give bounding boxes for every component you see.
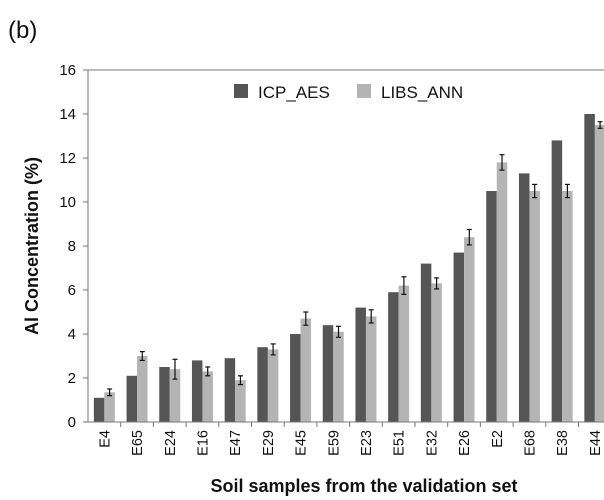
x-tick-label-e26: E26 xyxy=(457,430,473,456)
x-tick-label-e29: E29 xyxy=(261,430,277,456)
bar-icp-aes-e29 xyxy=(257,347,268,422)
bars xyxy=(93,114,604,422)
y-tick-label: 12 xyxy=(59,150,76,167)
x-tick-label-e23: E23 xyxy=(359,430,375,456)
bar-libs-ann-e2 xyxy=(496,162,508,422)
x-axis-title: Soil samples from the validation set xyxy=(210,476,517,496)
bar-icp-aes-e47 xyxy=(224,358,236,422)
bar-icp-aes-e38 xyxy=(551,140,563,422)
x-tick-label-e59: E59 xyxy=(326,430,342,456)
y-tick-label: 16 xyxy=(59,62,76,79)
bar-icp-aes-e51 xyxy=(388,292,399,422)
error-bar-e65 xyxy=(139,351,145,361)
y-tick-label: 6 xyxy=(68,282,76,299)
error-bar-e47 xyxy=(237,375,243,386)
x-tick-label-e2: E2 xyxy=(490,430,506,448)
legend-label-libs-ann: LIBS_ANN xyxy=(381,83,463,102)
error-bar-e68 xyxy=(532,183,538,199)
legend: ICP_AES LIBS_ANN xyxy=(234,83,463,102)
error-bar-e26 xyxy=(466,228,472,246)
legend-swatch-icp-aes xyxy=(234,84,248,98)
bar-libs-ann-e68 xyxy=(529,191,540,422)
bar-libs-ann-e65 xyxy=(137,356,148,422)
x-tick-label-e24: E24 xyxy=(163,430,179,456)
error-bars xyxy=(107,121,603,397)
legend-label-icp-aes: ICP_AES xyxy=(258,83,330,102)
bar-icp-aes-e16 xyxy=(191,360,203,422)
error-bar-e4 xyxy=(107,388,113,397)
bar-libs-ann-e26 xyxy=(464,237,475,422)
bar-icp-aes-e45 xyxy=(290,334,301,422)
x-tick-label-e65: E65 xyxy=(130,430,146,456)
bar-libs-ann-e24 xyxy=(169,369,181,422)
error-bar-e23 xyxy=(368,309,374,324)
error-bar-e29 xyxy=(270,343,276,356)
y-tick-label: 2 xyxy=(68,370,76,387)
bar-libs-ann-e59 xyxy=(333,331,344,422)
panel-label: (b) xyxy=(8,17,37,44)
y-tick-label: 4 xyxy=(68,326,76,343)
x-tick-label-e45: E45 xyxy=(294,430,310,456)
y-tick-label: 10 xyxy=(59,194,76,211)
error-bar-e16 xyxy=(205,366,211,377)
error-bar-e32 xyxy=(434,277,440,290)
bar-libs-ann-e45 xyxy=(300,318,312,422)
error-bar-e2 xyxy=(499,154,505,171)
bar-icp-aes-e26 xyxy=(453,252,465,422)
y-axis-title: Al Concentration (%) xyxy=(22,157,42,335)
legend-swatch-libs-ann xyxy=(357,84,371,98)
bar-libs-ann-e32 xyxy=(431,283,442,422)
bar-icp-aes-e44 xyxy=(584,114,595,422)
bar-icp-aes-e2 xyxy=(486,191,497,422)
bar-icp-aes-e65 xyxy=(126,375,138,422)
x-tick-label-e68: E68 xyxy=(522,430,538,456)
error-bar-e44 xyxy=(597,121,603,129)
bar-libs-ann-e51 xyxy=(398,285,410,422)
bar-libs-ann-e44 xyxy=(594,125,604,422)
x-tick-label-e32: E32 xyxy=(424,430,440,456)
x-tick-label-e44: E44 xyxy=(588,430,604,456)
bar-icp-aes-e4 xyxy=(93,397,105,422)
bar-libs-ann-e23 xyxy=(365,316,377,422)
x-tick-label-e47: E47 xyxy=(228,430,244,456)
bar-libs-ann-e47 xyxy=(235,380,246,422)
bar-icp-aes-e32 xyxy=(420,263,432,422)
error-bar-e38 xyxy=(564,183,570,199)
bar-libs-ann-e38 xyxy=(562,191,573,422)
x-tick-label-e4: E4 xyxy=(97,430,113,448)
error-bar-e51 xyxy=(401,276,407,295)
error-bar-e45 xyxy=(303,311,309,326)
x-tick-label-e51: E51 xyxy=(392,430,408,456)
x-tick-label-e38: E38 xyxy=(555,430,571,456)
y-tick-label: 14 xyxy=(59,106,76,123)
bar-libs-ann-e16 xyxy=(202,371,213,422)
bar-icp-aes-e59 xyxy=(322,325,334,422)
y-tick-label: 8 xyxy=(68,238,76,255)
bar-icp-aes-e68 xyxy=(518,173,530,422)
error-bar-e59 xyxy=(336,325,341,338)
y-tick-label: 0 xyxy=(68,414,76,431)
y-axis-ticks: 0 2 4 6 8 10 12 14 16 xyxy=(59,62,88,431)
bar-libs-ann-e4 xyxy=(104,392,115,422)
bar-icp-aes-e24 xyxy=(159,367,170,422)
bar-icp-aes-e23 xyxy=(355,307,366,422)
x-axis-ticks: E4 E65 E24 E16 E47 E29 E45 E59 E23 E51 E32 E26 E2 E68… xyxy=(97,422,604,456)
bar-libs-ann-e29 xyxy=(267,349,279,422)
error-bar-e24 xyxy=(172,358,178,380)
x-tick-label-e16: E16 xyxy=(195,430,211,456)
